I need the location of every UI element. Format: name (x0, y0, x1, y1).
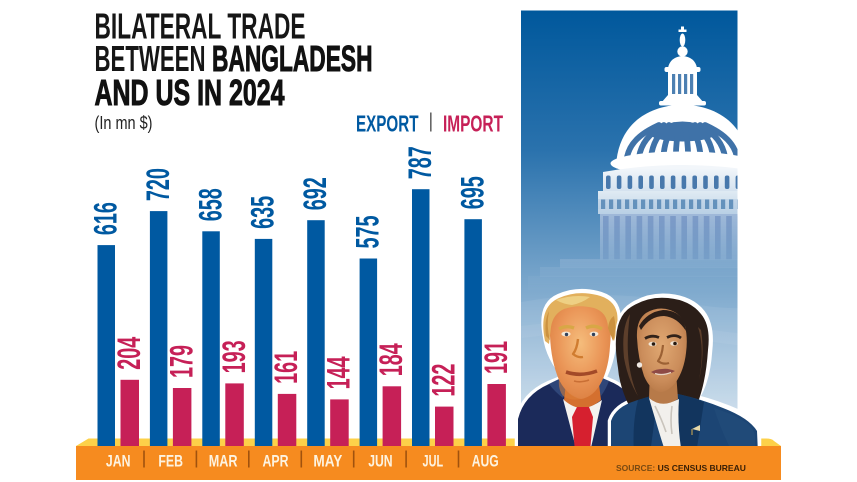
svg-text:BETWEEN: BETWEEN (95, 38, 206, 79)
svg-text:616: 616 (88, 202, 124, 235)
svg-text:184: 184 (373, 343, 409, 376)
svg-text:AND US IN 2024: AND US IN 2024 (95, 72, 285, 113)
svg-text:(In mn $): (In mn $) (95, 113, 153, 133)
svg-text:JAN: JAN (106, 453, 131, 471)
svg-text:692: 692 (297, 177, 333, 210)
svg-text:122: 122 (426, 364, 462, 397)
svg-text:787: 787 (402, 146, 438, 179)
svg-text:FEB: FEB (158, 453, 183, 471)
svg-text:JUL: JUL (423, 453, 444, 471)
svg-text:193: 193 (216, 340, 252, 373)
svg-text:161: 161 (268, 351, 304, 384)
svg-text:720: 720 (140, 168, 176, 201)
svg-text:MAY: MAY (313, 453, 342, 471)
svg-text:658: 658 (192, 188, 228, 221)
svg-text:MAR: MAR (209, 453, 238, 471)
svg-text:AUG: AUG (472, 453, 499, 471)
svg-text:IMPORT: IMPORT (443, 111, 503, 137)
svg-text:575: 575 (350, 216, 386, 249)
svg-text:144: 144 (321, 356, 357, 389)
svg-text:695: 695 (454, 176, 490, 209)
svg-text:179: 179 (163, 345, 199, 378)
svg-text:BILATERAL TRADE: BILATERAL TRADE (95, 6, 306, 47)
svg-text:191: 191 (478, 341, 514, 374)
svg-text:635: 635 (245, 196, 281, 229)
svg-text:204: 204 (111, 337, 147, 370)
svg-text:APR: APR (263, 453, 289, 471)
svg-text:SOURCE: US CENSUS BUREAU: SOURCE: US CENSUS BUREAU (616, 463, 746, 473)
svg-text:BANGLADESH: BANGLADESH (212, 38, 373, 79)
svg-text:JUN: JUN (368, 453, 392, 471)
svg-text:EXPORT: EXPORT (356, 111, 419, 137)
